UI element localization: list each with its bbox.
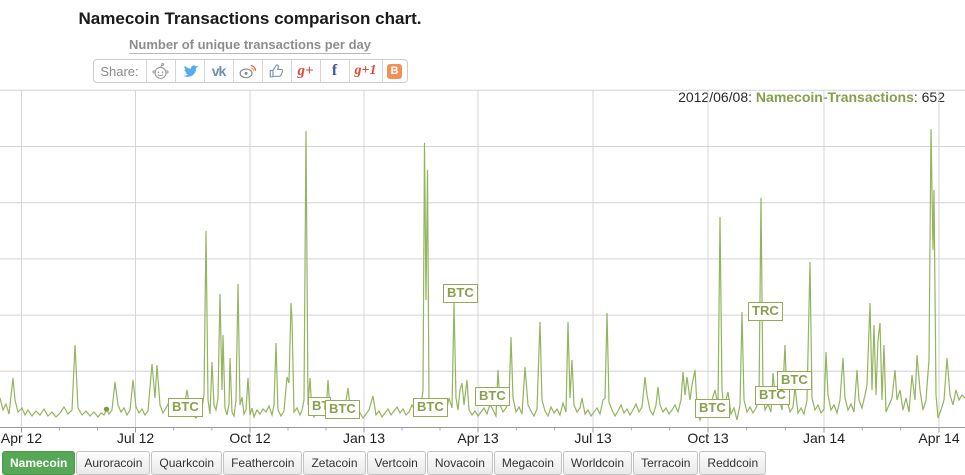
share-button-google-plus-one[interactable]: g+1 (348, 60, 382, 82)
share-button-twitter[interactable] (174, 60, 204, 82)
series-line (0, 128, 965, 423)
share-button-facebook[interactable]: f (319, 60, 349, 82)
plot-area[interactable] (0, 85, 965, 435)
flag-trc[interactable]: TRC (748, 302, 783, 321)
share-label: Share: (100, 63, 139, 79)
x-axis-label: Apr 12 (0, 430, 43, 446)
share-button-reddit[interactable] (145, 60, 175, 82)
coin-tabs: Namecoin Auroracoin Quarkcoin Feathercoin Ze… (2, 451, 767, 475)
tab-quarkcoin[interactable]: Quarkcoin (151, 451, 223, 475)
flag-btc[interactable]: BTC (695, 399, 730, 418)
page-title: Namecoin Transactions comparison chart. (78, 9, 422, 28)
tooltip-date: 2012/06/08: (678, 89, 756, 105)
flag-btc[interactable]: BTC (325, 400, 360, 419)
tab-zetacoin[interactable]: Zetacoin (303, 451, 366, 475)
tab-terracoin[interactable]: Terracoin (633, 451, 699, 475)
x-axis-label: Oct 12 (229, 430, 271, 446)
x-axis-label: Jan 14 (802, 430, 846, 446)
flag-btc[interactable]: BTC (443, 284, 478, 303)
weibo-icon (239, 64, 257, 79)
x-axis-label: Jan 13 (342, 430, 386, 446)
flag-btc[interactable]: BTC (777, 371, 812, 390)
tab-megacoin[interactable]: Megacoin (493, 451, 562, 475)
x-axis-label: Oct 13 (687, 430, 729, 446)
share-button-google-plus[interactable]: g+ (290, 60, 320, 82)
flag-btc[interactable]: BTC (413, 398, 448, 417)
x-axis-label: Jul 13 (574, 430, 612, 446)
chart-subtitle-link[interactable]: Number of unique transactions per day (129, 37, 371, 54)
google-plus-icon: g+ (297, 62, 314, 79)
share-button-blogger[interactable]: B (381, 60, 407, 82)
flag-btc[interactable]: BTC (168, 398, 203, 417)
share-button-vk[interactable]: vk (203, 60, 233, 82)
tab-novacoin[interactable]: Novacoin (426, 451, 493, 475)
chart-header: Namecoin Transactions comparison chart. … (0, 0, 500, 83)
flag-btc[interactable]: BTC (755, 386, 790, 405)
tab-vertcoin[interactable]: Vertcoin (366, 451, 426, 475)
tooltip-series-name: Namecoin-Transactions (755, 89, 914, 105)
flag-btc[interactable]: BTC (475, 387, 510, 406)
chart-subtitle: Number of unique transactions per day (0, 37, 500, 54)
share-button-like[interactable] (261, 60, 291, 82)
reddit-icon (152, 62, 169, 79)
facebook-icon: f (331, 62, 338, 79)
x-axis-label: Jul 12 (116, 430, 155, 446)
x-axis-label: Apr 14 (918, 430, 960, 446)
tab-auroracoin[interactable]: Auroracoin (76, 451, 151, 475)
google-plus-one-icon: g+1 (354, 63, 377, 78)
share-button-weibo[interactable] (232, 60, 262, 82)
thumbs-up-icon (269, 64, 284, 78)
tab-feathercoin[interactable]: Feathercoin (223, 451, 303, 475)
share-bar: Share: vk (92, 59, 408, 83)
tab-reddcoin[interactable]: Reddcoin (699, 451, 767, 475)
crosshair-tooltip: 2012/06/08: Namecoin-Transactions: 652 (678, 89, 945, 105)
vk-icon: vk (211, 63, 227, 79)
tab-worldcoin[interactable]: Worldcoin (562, 451, 633, 475)
hover-marker (103, 406, 110, 412)
blogger-icon: B (387, 63, 402, 79)
twitter-icon (182, 64, 198, 77)
x-axis-label: Apr 13 (457, 430, 499, 446)
tab-namecoin[interactable]: Namecoin (2, 451, 76, 475)
